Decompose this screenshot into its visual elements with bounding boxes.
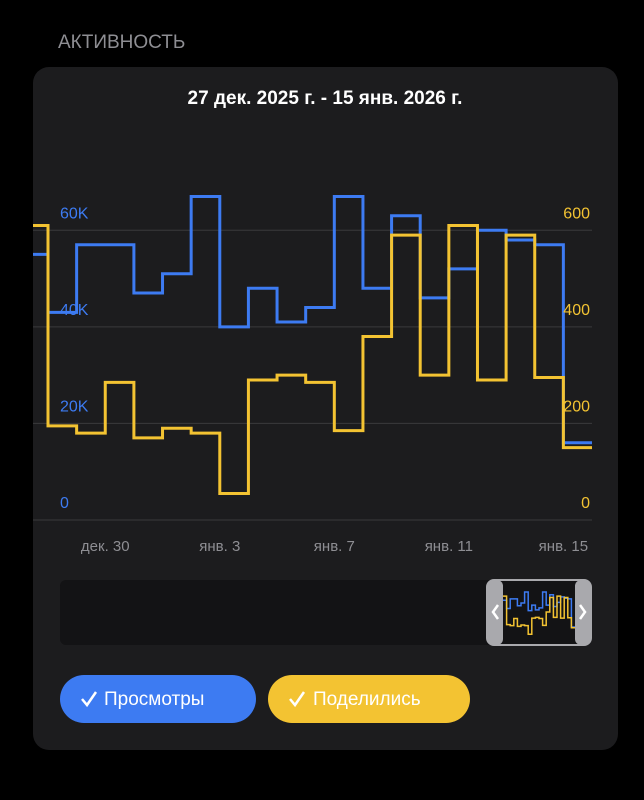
navigator-preview (503, 591, 575, 635)
x-tick-label: янв. 7 (314, 538, 355, 555)
y-tick-label: 20K (60, 399, 89, 416)
y-tick-label: 0 (60, 495, 69, 512)
navigator-handle-right[interactable] (575, 580, 591, 645)
series-line (33, 194, 592, 445)
x-tick-label: янв. 11 (425, 538, 473, 555)
series-line (33, 223, 592, 495)
y2-tick-label: 0 (581, 495, 590, 512)
y2-tick-label: 600 (563, 206, 590, 223)
navigator-chevrons (491, 604, 587, 620)
navigator-line (503, 595, 575, 635)
navigator[interactable] (60, 580, 592, 645)
y-tick-label: 40K (60, 302, 89, 319)
legend-button[interactable] (268, 675, 470, 723)
legend-label: Просмотры (104, 689, 204, 710)
y-tick-label: 60K (60, 206, 89, 223)
x-tick-label: янв. 3 (199, 538, 240, 555)
chart-title: 27 дек. 2025 г. - 15 янв. 2026 г. (188, 88, 463, 109)
x-tick-label: янв. 15 (539, 538, 588, 555)
legend-button[interactable] (60, 675, 256, 723)
card (33, 67, 618, 750)
y2-tick-label: 400 (563, 302, 590, 319)
section-title: АКТИВНОСТЬ (58, 32, 185, 53)
check-icon (289, 691, 306, 708)
navigator-line (503, 591, 575, 628)
navigator-handle-left[interactable] (487, 580, 503, 645)
check-icon (81, 691, 98, 708)
x-tick-label: дек. 30 (81, 538, 130, 555)
y2-tick-label: 200 (563, 399, 590, 416)
legend-label: Поделились (313, 689, 421, 710)
